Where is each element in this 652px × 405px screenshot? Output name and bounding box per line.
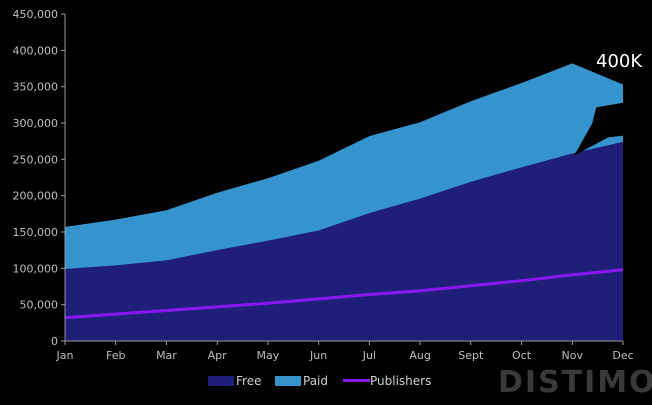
area-free <box>65 141 623 341</box>
y-tick-label: 200,000 <box>13 190 59 203</box>
legend-swatch-free <box>208 376 234 386</box>
x-tick-label: Dec <box>612 349 633 362</box>
x-tick-label: Sept <box>458 349 484 362</box>
legend-swatch-publishers <box>343 379 370 382</box>
y-tick-label: 0 <box>51 335 58 348</box>
y-tick-label: 150,000 <box>13 226 59 239</box>
axes <box>64 14 623 342</box>
brand-watermark: DISTIMO <box>498 365 652 400</box>
x-tick-label: Apr <box>208 349 228 362</box>
y-axis-ticks: 0 50,000 100,000 150,000 200,000 250,000 300,0… <box>13 8 65 348</box>
y-tick-label: 450,000 <box>13 8 59 21</box>
legend-swatch-paid <box>275 376 301 386</box>
x-tick-label: Feb <box>106 349 125 362</box>
legend-label-paid[interactable]: Paid <box>303 374 328 388</box>
x-tick-label: Mar <box>156 349 177 362</box>
y-tick-label: 400,000 <box>13 44 59 57</box>
y-tick-label: 100,000 <box>13 262 59 275</box>
plot-area <box>64 63 624 341</box>
callout: 400K <box>574 51 643 156</box>
x-axis-ticks: Jan Feb Mar Apr May Jun Jul Aug Sept Oct Nov Dec <box>56 341 634 362</box>
legend: Free Paid Publishers <box>208 374 431 388</box>
x-tick-label: Jun <box>309 349 327 362</box>
y-tick-label: 50,000 <box>20 299 59 312</box>
x-tick-label: Jan <box>56 349 74 362</box>
y-tick-label: 250,000 <box>13 153 59 166</box>
x-tick-label: Jul <box>362 349 376 362</box>
x-tick-label: Aug <box>409 349 430 362</box>
x-tick-label: Nov <box>562 349 584 362</box>
callout-shape <box>574 99 643 156</box>
legend-label-publishers[interactable]: Publishers <box>370 374 431 388</box>
line-publishers <box>64 268 624 320</box>
callout-label: 400K <box>596 51 643 72</box>
y-tick-label: 350,000 <box>13 81 59 94</box>
area-paid <box>65 63 623 270</box>
legend-label-free[interactable]: Free <box>236 374 261 388</box>
y-tick-label: 300,000 <box>13 117 59 130</box>
x-tick-label: Oct <box>512 349 532 362</box>
x-tick-label: May <box>257 349 280 362</box>
